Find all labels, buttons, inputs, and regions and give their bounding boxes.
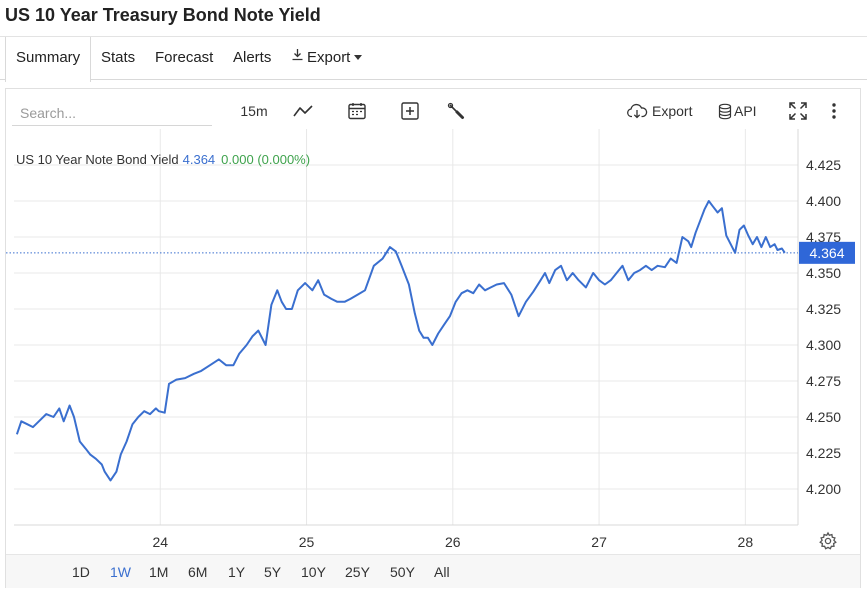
calendar-icon[interactable] <box>345 97 369 125</box>
last-value-badge <box>799 241 855 264</box>
wrench-icon[interactable] <box>444 97 468 125</box>
x-tick-label: 26 <box>445 534 461 550</box>
tab-alerts[interactable]: Alerts <box>233 49 272 66</box>
range-25y[interactable]: 25Y <box>345 564 370 580</box>
yield-chart[interactable]: 4.200 4.225 4.250 4.275 4.300 4.325 4.350 4.375… <box>6 89 862 555</box>
x-tick-label: 28 <box>738 534 754 550</box>
api-button[interactable]: API <box>718 97 766 125</box>
line-chart-icon[interactable] <box>290 97 316 125</box>
add-indicator-icon[interactable] <box>398 97 422 125</box>
tab-export-label: Export <box>307 49 351 66</box>
range-5y[interactable]: 5Y <box>264 564 282 580</box>
y-tick-label: 4.350 <box>806 265 841 281</box>
fullscreen-icon[interactable] <box>787 97 809 125</box>
tab-export[interactable]: Export <box>291 36 363 80</box>
more-vertical-icon[interactable] <box>826 97 842 125</box>
y-tick-label: 4.325 <box>806 301 841 317</box>
legend-series-name: US 10 Year Note Bond Yield <box>16 152 179 167</box>
y-tick-label: 4.200 <box>806 481 841 497</box>
api-button-label: API <box>734 103 757 119</box>
gear-icon[interactable] <box>818 531 838 551</box>
cloud-download-icon <box>626 103 648 119</box>
range-1w[interactable]: 1W <box>110 564 131 580</box>
search-input[interactable] <box>12 100 212 126</box>
y-tick-label: 4.375 <box>806 229 841 245</box>
tab-bar: Summary Stats Forecast Alerts Export <box>0 36 867 83</box>
y-tick-label: 4.275 <box>806 373 841 389</box>
y-tick-label: 4.300 <box>806 337 841 353</box>
legend-last-value: 4.364 <box>182 152 216 167</box>
export-button[interactable]: Export <box>626 97 698 125</box>
x-tick-label: 27 <box>591 534 607 550</box>
range-1m[interactable]: 1M <box>149 564 169 580</box>
legend-change: 0.000 (0.000%) <box>221 152 311 167</box>
y-tick-label: 4.225 <box>806 445 841 461</box>
tab-summary[interactable]: Summary <box>5 37 92 83</box>
interval-selector[interactable]: 15m <box>240 103 268 119</box>
range-10y[interactable]: 10Y <box>301 564 326 580</box>
range-all[interactable]: All <box>434 564 450 580</box>
y-tick-label: 4.425 <box>806 157 841 173</box>
chevron-down-icon <box>354 54 363 60</box>
y-tick-label: 4.250 <box>806 409 841 425</box>
series-line <box>15 200 786 482</box>
chart-panel: 15m Export API 4.200 4.225 4.250 4.275 4.300… <box>5 88 861 588</box>
range-1y[interactable]: 1Y <box>228 564 246 580</box>
range-50y[interactable]: 50Y <box>390 564 415 580</box>
tab-stats[interactable]: Stats <box>101 49 136 66</box>
export-button-label: Export <box>652 103 693 119</box>
x-tick-label: 25 <box>299 534 315 550</box>
download-icon <box>291 36 304 78</box>
range-1d[interactable]: 1D <box>72 564 90 580</box>
x-tick-label: 24 <box>152 534 168 550</box>
page-title: US 10 Year Treasury Bond Note Yield <box>5 5 321 25</box>
last-value-label: 4.364 <box>809 245 844 261</box>
database-icon <box>718 103 732 120</box>
chart-legend: US 10 Year Note Bond Yield 4.364 0.000 (0.… <box>16 152 310 167</box>
y-tick-label: 4.400 <box>806 193 841 209</box>
tab-forecast[interactable]: Forecast <box>155 49 214 66</box>
range-selector: 1D 1W 1M 6M 1Y 5Y 10Y 25Y 50Y All <box>6 554 860 588</box>
range-6m[interactable]: 6M <box>188 564 208 580</box>
